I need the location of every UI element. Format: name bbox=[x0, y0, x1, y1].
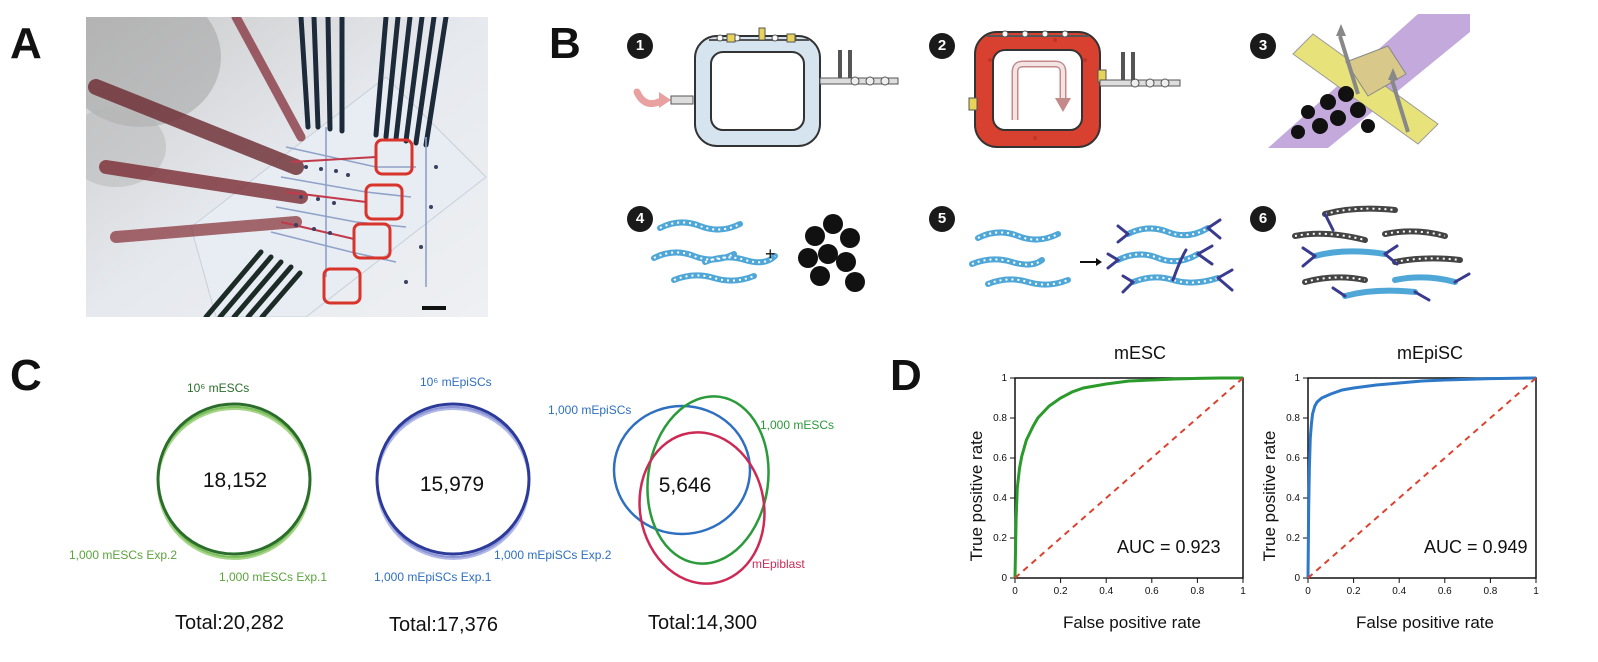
roc-chart-mepisc: 0 0.2 0.4 0.6 0.8 1 0 0.2 0.4 0.6 0.8 1 bbox=[1286, 373, 1539, 597]
y-tick-label: 0 bbox=[1001, 573, 1007, 584]
step-number-3: 3 bbox=[1250, 33, 1276, 59]
chamber-loading-illustration bbox=[633, 27, 899, 147]
step-number-6: 6 bbox=[1250, 206, 1276, 232]
x-tick-label: 0.2 bbox=[1054, 586, 1068, 597]
y-tick-label: 0.8 bbox=[993, 413, 1007, 424]
tagmentation-illustration bbox=[969, 218, 1234, 294]
venn-mepisc-replicates bbox=[375, 402, 531, 560]
venn3-label-mepiblast: mEpiblast bbox=[752, 557, 805, 571]
roc-chart-mesc: 0 0.2 0.4 0.6 0.8 1 0 0.2 0.4 0.6 0.8 1 bbox=[993, 373, 1246, 597]
x-tick-label: 0.6 bbox=[1145, 586, 1159, 597]
y-tick-label: 0 bbox=[1294, 573, 1300, 584]
y-tick-label: 0.4 bbox=[1286, 493, 1300, 504]
step-number-1: 1 bbox=[627, 33, 653, 59]
cdna-plus-beads-illustration bbox=[651, 214, 865, 292]
x-tick-label: 1 bbox=[1240, 586, 1246, 597]
y-tick-label: 0.2 bbox=[993, 533, 1007, 544]
roc-mesc-auc: AUC = 0.923 bbox=[1117, 537, 1221, 557]
venn2-label-exp1: 1,000 mEpiSCs Exp.1 bbox=[374, 570, 492, 584]
y-tick-label: 1 bbox=[1294, 373, 1300, 384]
x-tick-label: 0 bbox=[1012, 586, 1018, 597]
venn1-label-exp2: 1,000 mESCs Exp.2 bbox=[69, 548, 178, 562]
x-tick-label: 0.8 bbox=[1190, 586, 1204, 597]
roc-mepisc-xlabel: False positive rate bbox=[1356, 613, 1494, 632]
venn1-total: Total:20,282 bbox=[175, 612, 284, 634]
y-tick-label: 0.8 bbox=[1286, 413, 1300, 424]
x-tick-label: 1 bbox=[1533, 586, 1539, 597]
microfluidic-device-photo bbox=[86, 17, 488, 317]
panel-label-d: D bbox=[890, 351, 922, 400]
roc-mesc-title: mESC bbox=[1113, 343, 1166, 363]
venn2-top-label: 10⁶ mEpiSCs bbox=[420, 375, 492, 389]
y-tick-label: 0.6 bbox=[1286, 453, 1300, 464]
venn3-label-mescs: 1,000 mESCs bbox=[760, 418, 835, 432]
y-tick-label: 0.6 bbox=[993, 453, 1007, 464]
plus-sign: + bbox=[765, 244, 776, 264]
venn3-center-count: 5,646 bbox=[658, 474, 712, 497]
library-amplification-illustration bbox=[1292, 205, 1471, 302]
venn2-label-exp2: 1,000 mEpiSCs Exp.2 bbox=[494, 548, 612, 562]
x-tick-label: 0.4 bbox=[1392, 586, 1406, 597]
roc-mesc-ylabel: True positive rate bbox=[967, 430, 986, 562]
step-number-2: 2 bbox=[929, 33, 955, 59]
y-tick-label: 0.2 bbox=[1286, 533, 1300, 544]
venn2-center-count: 15,979 bbox=[419, 473, 485, 496]
y-tick-label: 0.4 bbox=[993, 493, 1007, 504]
venn-three-way-overlap bbox=[612, 395, 770, 585]
plot-frame bbox=[1014, 377, 1244, 579]
x-tick-label: 0.2 bbox=[1347, 586, 1361, 597]
venn1-top-label: 10⁶ mESCs bbox=[187, 381, 250, 395]
venn3-total: Total:14,300 bbox=[648, 612, 757, 634]
roc-curve-line bbox=[1013, 376, 1243, 579]
step-number-4: 4 bbox=[627, 206, 653, 232]
panel-label-b: B bbox=[549, 19, 581, 68]
x-tick-label: 0.4 bbox=[1099, 586, 1113, 597]
venn1-label-exp1: 1,000 mESCs Exp.1 bbox=[219, 570, 328, 584]
panel-label-a: A bbox=[10, 19, 42, 68]
roc-mepisc-ylabel: True positive rate bbox=[1260, 430, 1279, 562]
step-number-5: 5 bbox=[929, 206, 955, 232]
roc-mesc-xlabel: False positive rate bbox=[1063, 613, 1201, 632]
x-tick-label: 0.6 bbox=[1438, 586, 1452, 597]
roc-curve-line bbox=[1306, 376, 1537, 579]
x-tick-label: 0 bbox=[1305, 586, 1311, 597]
venn3-label-mepiscs: 1,000 mEpiSCs bbox=[548, 403, 632, 417]
chamber-mixing-illustration bbox=[968, 30, 1181, 148]
roc-mepisc-title: mEpiSC bbox=[1396, 343, 1463, 363]
bead-trap-illustration bbox=[1268, 14, 1470, 148]
y-tick-label: 1 bbox=[1001, 373, 1007, 384]
venn-mesc-replicates bbox=[156, 402, 312, 560]
x-tick-label: 0.8 bbox=[1483, 586, 1497, 597]
venn2-total: Total:17,376 bbox=[389, 614, 498, 636]
panel-label-c: C bbox=[10, 351, 42, 400]
venn1-center-count: 18,152 bbox=[202, 469, 268, 492]
roc-mepisc-auc: AUC = 0.949 bbox=[1424, 537, 1528, 557]
